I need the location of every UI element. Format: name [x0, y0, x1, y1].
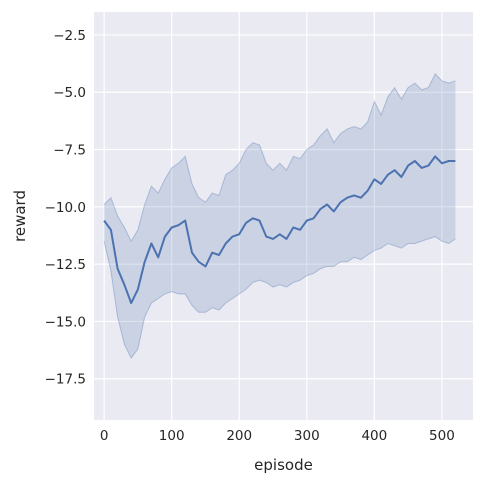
series-line-layer	[103, 155, 456, 305]
plot-area	[94, 12, 473, 420]
grid	[94, 12, 473, 420]
band-lower-edge	[103, 236, 456, 360]
y-tick-label: −5.0	[53, 85, 86, 101]
x-tick-label: 500	[429, 428, 455, 444]
y-tick-label: −7.5	[53, 143, 86, 159]
y-tick-label: −12.5	[45, 257, 86, 273]
x-tick-label: 200	[226, 428, 252, 444]
band-upper-edge	[103, 73, 456, 243]
x-tick-label: 300	[294, 428, 320, 444]
confidence-band-layer	[103, 73, 456, 360]
x-tick-label: 100	[159, 428, 185, 444]
x-tick-label: 400	[361, 428, 387, 444]
y-tick-label: −10.0	[45, 200, 86, 216]
y-axis-label: reward	[11, 190, 29, 242]
x-tick-label: 0	[100, 428, 109, 444]
y-tick-label: −17.5	[45, 372, 86, 388]
confidence-band	[104, 73, 456, 359]
x-axis-label: episode	[254, 456, 313, 474]
y-tick-label: −15.0	[45, 314, 86, 330]
y-tick-label: −2.5	[53, 28, 86, 44]
tick-labels: 0 100 200 300 400 500 −17.5 −15.0 −12.5 −10.0 −7.5…	[45, 28, 455, 444]
